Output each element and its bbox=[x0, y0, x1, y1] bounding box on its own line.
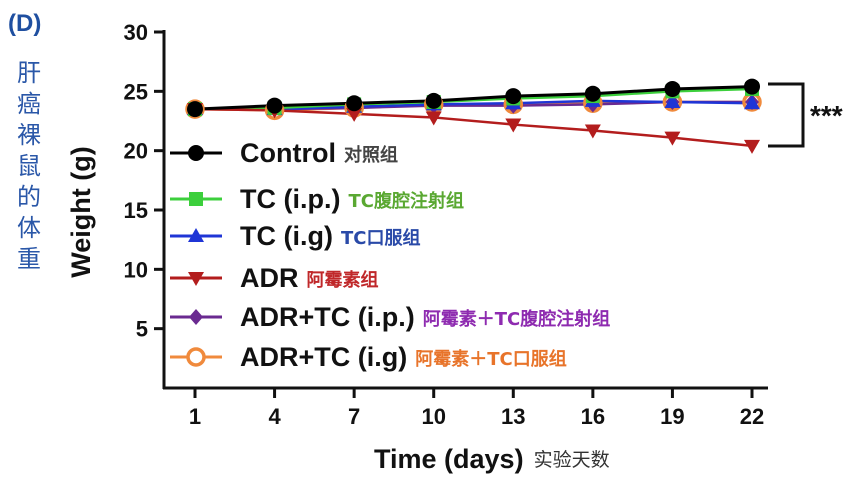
y-tick-label: 15 bbox=[124, 198, 148, 223]
legend-label: ADR+TC (i.g) bbox=[240, 342, 407, 372]
x-tick-label: 16 bbox=[581, 404, 605, 429]
data-point bbox=[346, 95, 363, 112]
data-point bbox=[186, 347, 206, 367]
series-markers bbox=[185, 78, 762, 154]
data-point bbox=[346, 107, 363, 122]
series-line bbox=[194, 85, 753, 111]
data-point bbox=[425, 111, 442, 126]
data-point bbox=[188, 228, 204, 242]
data-point bbox=[664, 80, 681, 97]
data-point bbox=[744, 95, 760, 110]
legend-label: ADR bbox=[240, 263, 299, 293]
side-title-char: 裸 bbox=[17, 121, 41, 149]
legend-label: TC (i.g) bbox=[240, 221, 333, 251]
x-axis-title: Time (days) bbox=[374, 444, 524, 474]
series-line bbox=[194, 87, 753, 111]
axes: 5 10 15 20 25 30 1 4 7 10 13 16 19 22 bbox=[124, 20, 768, 429]
side-title-char: 鼠 bbox=[17, 152, 41, 180]
legend-label-cn: TC口服组 bbox=[341, 227, 421, 249]
y-tick-label: 30 bbox=[124, 20, 148, 45]
legend-label-cn: 阿霉素＋TC口服组 bbox=[415, 348, 567, 370]
x-tick-label: 22 bbox=[740, 404, 764, 429]
data-point bbox=[425, 92, 442, 109]
data-point bbox=[744, 78, 760, 95]
series-line bbox=[195, 99, 753, 111]
side-title-char: 体 bbox=[17, 214, 41, 242]
data-point bbox=[188, 145, 204, 161]
legend-label: TC (i.p.) bbox=[240, 184, 340, 214]
side-title-char: 癌 bbox=[17, 90, 41, 118]
x-tick-label: 1 bbox=[189, 404, 201, 429]
data-point bbox=[505, 118, 522, 133]
axis-titles: Time (days) 实验天数 Weight (g) bbox=[66, 146, 610, 474]
panel-label: (D) bbox=[8, 10, 42, 37]
legend-label-cn: 阿霉素组 bbox=[307, 269, 379, 291]
series-line bbox=[194, 107, 753, 148]
significance-label: *** bbox=[810, 100, 843, 131]
significance-bracket: *** bbox=[768, 82, 843, 148]
legend-label-cn: TC腹腔注射组 bbox=[348, 190, 464, 212]
x-tick-label: 13 bbox=[501, 404, 525, 429]
data-point bbox=[189, 192, 203, 206]
y-tick-label: 5 bbox=[136, 317, 148, 342]
x-tick-label: 10 bbox=[421, 404, 445, 429]
legend-label-cn: 对照组 bbox=[344, 144, 398, 166]
data-point bbox=[189, 309, 203, 325]
data-point bbox=[188, 272, 204, 286]
y-tick-label: 20 bbox=[124, 139, 148, 164]
x-tick-label: 19 bbox=[660, 404, 684, 429]
y-tick-label: 10 bbox=[124, 257, 148, 282]
data-point bbox=[664, 131, 681, 146]
side-title-char: 重 bbox=[17, 245, 41, 273]
data-point bbox=[266, 97, 283, 114]
y-axis-title: Weight (g) bbox=[66, 146, 96, 277]
bracket-line bbox=[768, 82, 805, 148]
x-tick-label: 7 bbox=[348, 404, 360, 429]
data-point bbox=[664, 94, 681, 109]
legend-label-cn: 阿霉素＋TC腹腔注射组 bbox=[423, 308, 611, 330]
data-point bbox=[584, 85, 601, 102]
series-lines bbox=[194, 85, 753, 148]
data-point bbox=[187, 101, 203, 118]
legend-label: Control bbox=[240, 138, 336, 168]
x-tick-label: 4 bbox=[268, 404, 281, 429]
data-point bbox=[584, 124, 601, 139]
data-point bbox=[505, 88, 522, 105]
x-axis-title-cn: 实验天数 bbox=[534, 449, 610, 471]
side-title-char: 肝 bbox=[17, 59, 41, 87]
data-point bbox=[744, 139, 760, 154]
legend-label: ADR+TC (i.p.) bbox=[240, 302, 415, 332]
side-title-char: 的 bbox=[17, 183, 41, 211]
side-title: 肝癌裸鼠的体重 bbox=[14, 58, 44, 275]
y-tick-label: 25 bbox=[124, 79, 148, 104]
